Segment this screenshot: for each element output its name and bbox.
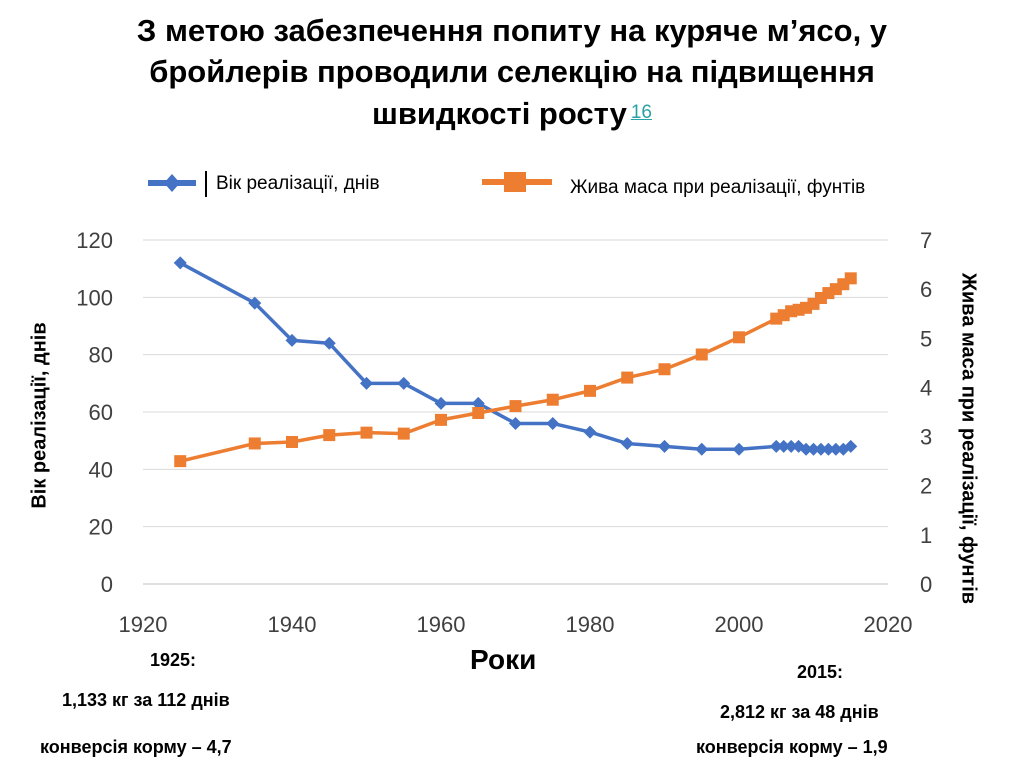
data-point-age-2000 (732, 442, 746, 456)
y-axis-left-label: Вік реалізації, днів (28, 322, 51, 509)
data-point-age-1960 (434, 396, 448, 410)
data-point-age-2005 (769, 439, 783, 453)
legend-weight-marker (482, 172, 552, 192)
series-line-1 (179, 276, 852, 463)
data-point-weight-1980 (584, 384, 596, 397)
y-tick-label-60: 60 (89, 400, 113, 425)
data-point-age-2007 (784, 439, 798, 453)
data-point-weight-1945 (323, 429, 336, 442)
legend-label-weight: Жива маса при реалізації, фунтів (570, 177, 866, 198)
x-axis-label: Роки (470, 644, 537, 675)
note-2015-conversion: конверсія корму – 1,9 (696, 737, 888, 757)
y2-tick-label-0: 0 (920, 572, 932, 597)
note-1925-mass: 1,133 кг за 112 днів (62, 690, 230, 710)
legend-item-age: Вік реалізації, днів (140, 165, 440, 205)
title-line-2: бройлерів проводили селекцію на підвищен… (149, 54, 875, 89)
data-point-age-1990 (658, 439, 671, 453)
data-point-age-2012 (821, 442, 835, 456)
data-point-weight-1975 (546, 393, 559, 406)
data-point-age-1935 (248, 296, 262, 310)
data-point-weight-1965 (472, 406, 485, 419)
note-1925-year: 1925: (150, 650, 197, 670)
title-line-1: З метою забезпечення попиту на куряче м’… (136, 13, 888, 48)
x-tick-label-1940: 1940 (268, 612, 317, 637)
y2-tick-label-1: 1 (920, 523, 932, 548)
data-point-weight-2015 (844, 272, 857, 285)
x-tick-label-2020: 2020 (864, 612, 913, 637)
data-point-weight-2000 (733, 331, 745, 344)
x-tick-label-1920: 1920 (119, 612, 168, 637)
note-2015-mass: 2,812 кг за 48 днів (720, 702, 879, 722)
data-point-weight-1960 (435, 413, 447, 426)
slide-title: З метою забезпечення попиту на куряче м’… (20, 10, 1004, 134)
y-tick-label-0: 0 (101, 572, 113, 597)
data-point-age-1985 (620, 437, 634, 451)
data-point-age-1950 (360, 376, 373, 390)
x-tick-label-1980: 1980 (566, 612, 615, 637)
data-point-weight-1990 (658, 363, 671, 376)
data-point-age-2010 (807, 442, 820, 456)
legend-age-marker (148, 171, 207, 197)
data-point-age-2013 (829, 442, 843, 456)
data-point-weight-1955 (397, 427, 410, 440)
legend-label-age: Вік реалізації, днів (216, 173, 380, 194)
legend: Вік реалізації, днів Жива маса при реалі… (0, 165, 1024, 205)
x-tick-label-1960: 1960 (417, 612, 466, 637)
y2-tick-label-3: 3 (920, 425, 932, 450)
data-point-age-1975 (546, 416, 560, 430)
y-tick-label-120: 120 (76, 228, 113, 253)
legend-item-weight: Жива маса при реалізації, фунтів (478, 165, 998, 205)
data-point-age-1980 (583, 425, 597, 439)
y2-tick-label-7: 7 (920, 228, 932, 253)
data-point-age-1965 (471, 396, 485, 410)
data-point-weight-1925 (174, 455, 187, 468)
y2-tick-label-5: 5 (920, 326, 932, 351)
note-1925-conversion: конверсія корму – 4,7 (40, 737, 232, 757)
data-point-age-2015 (844, 439, 858, 453)
y-tick-label-40: 40 (89, 457, 113, 482)
data-point-age-1940 (285, 333, 299, 347)
y-axis-right-label: Жива маса при реалізації, фунтів (957, 272, 980, 605)
title-line-3: швидкості росту 16 (20, 92, 1004, 134)
data-point-age-1945 (322, 336, 336, 350)
y-tick-label-80: 80 (89, 343, 113, 368)
data-point-age-2006 (777, 439, 791, 453)
title-line-3-text: швидкості росту (372, 96, 627, 131)
data-point-age-1925 (173, 256, 187, 270)
x-tick-label-2000: 2000 (715, 612, 764, 637)
y2-tick-label-2: 2 (920, 474, 932, 499)
data-point-age-1970 (509, 416, 522, 430)
data-point-age-2009 (799, 442, 813, 456)
note-2015-year: 2015: (797, 662, 844, 682)
data-point-age-1955 (397, 376, 411, 390)
data-point-age-1995 (695, 442, 709, 456)
data-point-weight-1950 (360, 426, 373, 439)
data-point-weight-1935 (248, 437, 261, 450)
y2-tick-label-6: 6 (920, 277, 932, 302)
data-point-weight-1970 (509, 400, 522, 413)
y2-tick-label-4: 4 (920, 375, 932, 400)
reference-link[interactable]: 16 (630, 102, 652, 123)
data-point-age-2011 (814, 442, 828, 456)
data-point-weight-1985 (621, 371, 634, 384)
y-tick-label-20: 20 (89, 515, 113, 540)
data-point-weight-1940 (286, 435, 298, 448)
y-tick-label-100: 100 (76, 285, 113, 310)
data-point-weight-1995 (695, 348, 708, 361)
